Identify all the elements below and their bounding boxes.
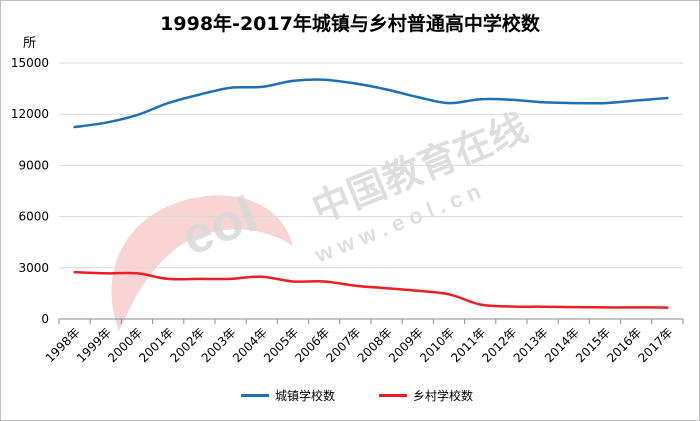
legend-label-urban: 城镇学校数 xyxy=(275,389,336,403)
y-tick-label: 9000 xyxy=(18,158,49,172)
y-axis-unit-label: 所 xyxy=(23,36,36,51)
legend-swatch-urban xyxy=(241,394,269,397)
legend-swatch-rural xyxy=(379,394,407,397)
watermark-logo-swoosh xyxy=(111,195,293,331)
series-layer xyxy=(73,78,669,309)
legend: 城镇学校数 乡村学校数 xyxy=(1,387,699,409)
y-tick-label: 6000 xyxy=(18,210,49,224)
x-tick-label: 2017年 xyxy=(636,325,676,365)
legend-label-rural: 乡村学校数 xyxy=(413,389,474,403)
chart-title: 1998年-2017年城镇与乡村普通高中学校数 xyxy=(160,13,540,35)
series-line-urban xyxy=(73,78,669,129)
y-tick-label: 0 xyxy=(41,312,49,326)
y-tick-label: 15000 xyxy=(11,56,49,70)
y-tick-label: 12000 xyxy=(11,107,49,121)
legend-item-urban: 城镇学校数 xyxy=(241,387,335,404)
y-tick-label: 3000 xyxy=(18,261,49,275)
watermark: eol 中国教育在线 w w w . e o l . c n xyxy=(111,105,534,331)
watermark-logo-text: eol xyxy=(174,185,265,267)
legend-item-rural: 乡村学校数 xyxy=(379,387,473,404)
series-line-rural xyxy=(73,270,669,309)
